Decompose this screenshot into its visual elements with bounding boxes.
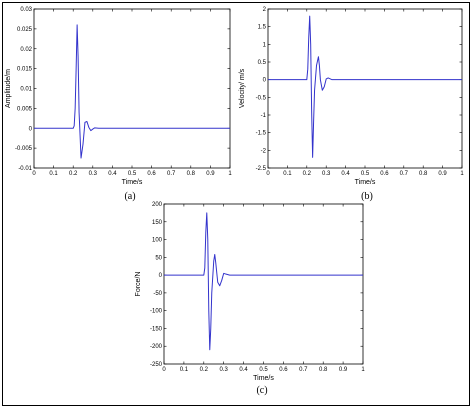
y-tick-label: 150	[152, 220, 163, 226]
y-tick-label: -150	[150, 326, 163, 332]
x-tick-label: 0	[162, 367, 166, 373]
y-tick-label: 100	[152, 238, 163, 244]
x-axis-label: Time/s	[122, 179, 143, 186]
y-tick-label: 200	[152, 202, 163, 208]
series-line	[34, 24, 230, 159]
y-tick-label: 0.03	[20, 7, 32, 13]
panel-caption: (a)	[124, 191, 135, 202]
panel-a: 0 0.1 0.2 0.3 0.4 0.5 0.6 0.7 0.8 0.9 1 -0.01 -0.005…	[5, 7, 232, 202]
y-tick-label: -0.005	[15, 146, 33, 152]
y-tick-label: -200	[150, 344, 163, 350]
axes-box	[33, 8, 231, 169]
x-tick-label: 0.6	[147, 171, 156, 177]
panel-c: 0 0.1 0.2 0.3 0.4 0.5 0.6 0.7 0.8 0.9 1 -250 -200 -15…	[135, 202, 365, 396]
y-tick-label: 0.5	[258, 60, 267, 66]
y-tick-label: 0	[159, 273, 163, 279]
x-tick-label: 0.6	[279, 367, 288, 373]
x-tick-label: 0.5	[259, 367, 268, 373]
y-tick-label: -250	[150, 362, 163, 368]
x-tick-label: 0.4	[239, 367, 248, 373]
y-tick-label: -1	[261, 113, 267, 119]
y-tick-label: 1.5	[258, 25, 267, 31]
y-tick-label: 0	[263, 78, 267, 84]
figure-frame	[2, 2, 470, 406]
x-tick-label: 0.9	[438, 171, 447, 177]
x-tick-label: 0.8	[319, 367, 328, 373]
y-tick-label: -2	[261, 148, 267, 154]
panel-caption: (c)	[256, 385, 267, 396]
y-tick-label: -50	[153, 291, 162, 297]
x-tick-label: 0.1	[49, 171, 58, 177]
x-tick-label: 0.3	[322, 171, 331, 177]
x-tick-label: 0.4	[341, 171, 350, 177]
y-tick-label: 0.025	[17, 27, 33, 33]
axes-box	[163, 203, 364, 365]
y-tick-label: 0.01	[20, 87, 32, 93]
x-tick-label: 0.7	[167, 171, 176, 177]
x-tick-label: 0.4	[108, 171, 117, 177]
x-tick-label: 0.6	[380, 171, 389, 177]
series-line	[164, 212, 363, 351]
y-tick-label: -1.5	[256, 131, 267, 137]
y-tick-label: 0.005	[17, 106, 33, 112]
y-tick-label: 50	[155, 255, 162, 261]
y-axis-label: Velocity/ m/s	[239, 68, 246, 108]
x-axis-label: Time/s	[355, 179, 376, 186]
x-tick-label: 0.8	[187, 171, 196, 177]
x-tick-label: 0.1	[180, 367, 189, 373]
x-tick-label: 0.8	[419, 171, 428, 177]
y-tick-label: -0.01	[18, 166, 32, 172]
x-tick-label: 0.2	[200, 367, 209, 373]
x-tick-label: 0.7	[400, 171, 409, 177]
x-tick-label: 0.2	[303, 171, 312, 177]
x-axis-label: Time/s	[253, 375, 274, 382]
x-tick-label: 0.5	[361, 171, 370, 177]
panel-caption: (b)	[361, 191, 373, 202]
y-tick-label: 0.015	[17, 67, 33, 73]
x-tick-label: 0.2	[69, 171, 78, 177]
x-tick-label: 0.3	[220, 367, 229, 373]
panel-b: 0 0.1 0.2 0.3 0.4 0.5 0.6 0.7 0.8 0.9 1 -2.5 -2 -1.5 -…	[239, 7, 464, 202]
y-tick-label: 1	[263, 42, 267, 48]
series-line	[268, 15, 462, 158]
y-tick-label: -100	[150, 309, 163, 315]
y-tick-label: 0.02	[20, 47, 32, 53]
y-tick-label: 2	[263, 7, 267, 13]
y-tick-label: -0.5	[256, 95, 267, 101]
x-tick-label: 0.5	[128, 171, 137, 177]
x-tick-label: 0.3	[89, 171, 98, 177]
x-tick-label: 1	[460, 171, 464, 177]
y-axis-label: Amplitude/m	[5, 69, 12, 108]
x-tick-label: 0.7	[299, 367, 308, 373]
x-tick-label: 1	[361, 367, 365, 373]
y-axis-label: Force/N	[135, 272, 142, 297]
x-tick-label: 0.9	[206, 171, 215, 177]
x-tick-label: 0.9	[339, 367, 348, 373]
x-tick-label: 0	[32, 171, 36, 177]
x-tick-label: 0.1	[283, 171, 292, 177]
y-tick-label: -2.5	[256, 166, 267, 172]
x-tick-label: 0	[266, 171, 270, 177]
x-tick-label: 1	[228, 171, 232, 177]
axes-box	[267, 8, 463, 169]
y-tick-label: 0	[29, 126, 33, 132]
